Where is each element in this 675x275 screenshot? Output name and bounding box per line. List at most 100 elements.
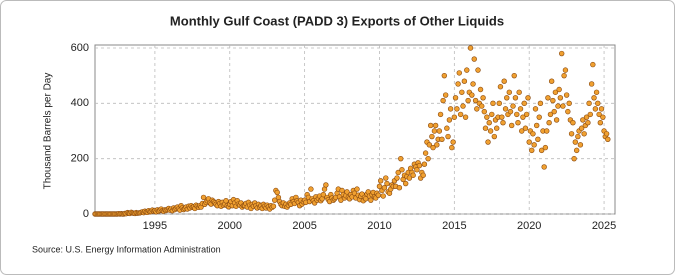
data-point	[511, 72, 517, 79]
data-point	[519, 128, 525, 134]
data-point	[469, 92, 475, 98]
data-point	[274, 189, 280, 196]
data-point	[465, 97, 471, 104]
data-point	[414, 167, 420, 173]
y-tick-label: 0	[83, 208, 89, 220]
data-point	[270, 203, 277, 209]
data-point	[517, 106, 524, 112]
data-point	[440, 97, 446, 104]
data-point	[496, 100, 502, 107]
data-point	[542, 144, 549, 151]
x-tick-label: 2020	[517, 220, 541, 232]
data-point	[603, 131, 610, 137]
x-tick-label: 2010	[367, 220, 391, 232]
y-axis-label: Thousand Barrels per Day	[43, 73, 54, 190]
data-point	[545, 95, 551, 101]
data-point	[441, 72, 448, 79]
x-tick-label: 1995	[143, 220, 167, 232]
data-point	[556, 86, 562, 93]
data-point	[461, 78, 468, 84]
data-point	[557, 95, 564, 101]
data-point	[523, 111, 530, 118]
data-point	[546, 119, 552, 126]
data-point	[575, 133, 581, 140]
data-point	[484, 114, 490, 120]
data-point	[507, 108, 514, 115]
data-point	[566, 100, 572, 107]
chart-title: Monthly Gulf Coast (PADD 3) Exports of O…	[170, 13, 504, 28]
data-point	[590, 61, 596, 68]
data-point	[515, 119, 521, 126]
data-point	[462, 114, 469, 120]
data-point	[420, 172, 426, 178]
data-point	[451, 114, 458, 120]
data-point	[548, 78, 555, 84]
data-point	[447, 106, 454, 112]
data-point	[592, 106, 599, 112]
data-point	[521, 100, 527, 107]
data-point	[570, 119, 576, 126]
data-point	[491, 133, 498, 140]
data-point	[375, 192, 381, 198]
data-point	[444, 125, 450, 131]
data-point	[526, 139, 532, 145]
data-point	[536, 114, 542, 120]
data-point	[504, 95, 510, 101]
data-point	[480, 95, 486, 101]
data-point	[455, 81, 461, 87]
data-point	[595, 100, 601, 107]
data-point	[530, 131, 536, 137]
data-point	[552, 89, 559, 95]
data-point	[508, 122, 515, 129]
data-point	[586, 100, 592, 107]
data-point	[597, 119, 604, 126]
data-point	[558, 50, 565, 57]
data-point	[459, 89, 465, 95]
data-point	[591, 95, 597, 101]
data-point	[587, 111, 593, 118]
data-point	[472, 97, 479, 104]
data-point	[395, 169, 401, 176]
data-point	[446, 117, 453, 123]
data-point	[482, 125, 489, 131]
data-point	[467, 45, 474, 51]
data-point	[271, 197, 278, 203]
data-point	[421, 161, 428, 167]
y-tick-label: 400	[71, 97, 89, 109]
data-point	[568, 131, 575, 137]
data-point	[520, 114, 526, 120]
data-point	[354, 186, 360, 192]
data-point	[583, 114, 590, 120]
data-point	[399, 167, 405, 173]
data-point	[506, 89, 512, 95]
x-tick-label: 2000	[218, 220, 242, 232]
data-point	[562, 67, 569, 73]
data-point	[588, 81, 595, 87]
data-point	[544, 128, 550, 134]
data-point	[437, 111, 444, 118]
data-point	[563, 92, 570, 98]
data-point	[580, 117, 586, 123]
data-point	[416, 162, 423, 169]
data-point	[320, 191, 327, 198]
data-point	[535, 136, 541, 143]
data-point	[445, 133, 451, 140]
data-point	[571, 155, 577, 162]
data-point	[426, 142, 433, 148]
data-point	[522, 125, 529, 131]
data-point	[573, 147, 580, 154]
data-point	[596, 111, 602, 118]
data-point	[565, 108, 571, 115]
data-point	[510, 103, 516, 109]
source-note: Source: U.S. Energy Information Administ…	[32, 244, 221, 254]
x-tick-label: 2005	[292, 220, 316, 232]
data-point	[452, 95, 459, 101]
data-point	[454, 106, 460, 112]
data-point	[600, 114, 606, 120]
data-point	[489, 111, 495, 118]
data-point	[460, 103, 466, 109]
data-point	[436, 128, 443, 134]
data-point	[481, 108, 487, 115]
